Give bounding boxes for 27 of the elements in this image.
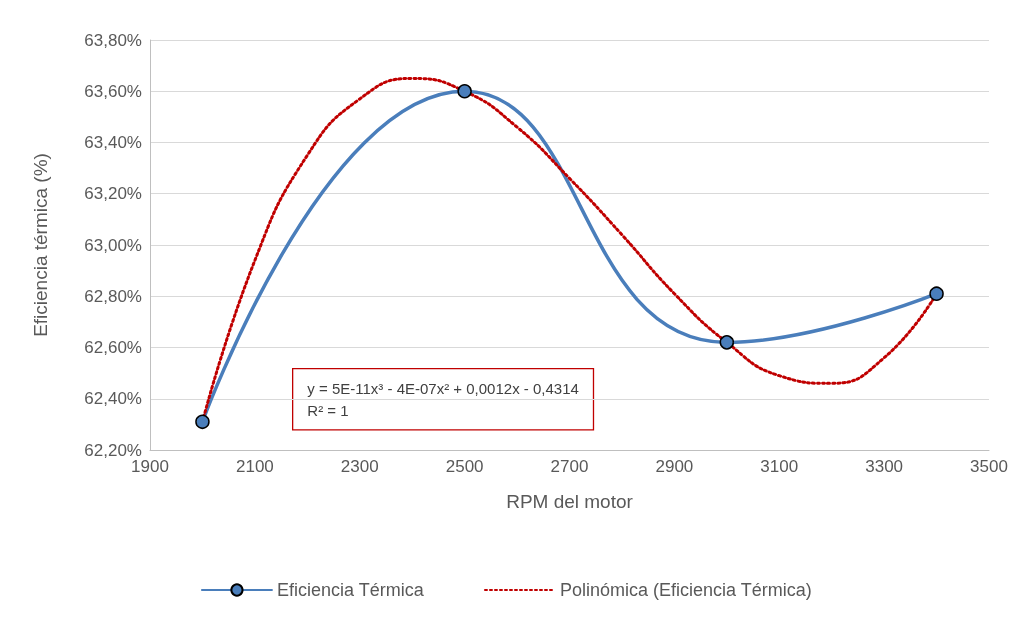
y-tick-label: 63,80% bbox=[84, 30, 142, 50]
point bbox=[457, 84, 472, 99]
point bbox=[195, 414, 210, 430]
x-tick-label: 2700 bbox=[550, 457, 589, 476]
y-axis-title: Eficiencia térmica (%) bbox=[30, 153, 51, 337]
annotation: y = 5E-11x³ - 4E-07x² + 0,0012x - 0,4314 R² = 1 bbox=[307, 379, 579, 419]
x-tick-label: 3500 bbox=[970, 457, 1008, 476]
x-axis-title: RPM del motor bbox=[506, 491, 634, 512]
x-tick-label: 2500 bbox=[445, 457, 484, 476]
y-tick-label: 62,40% bbox=[84, 389, 142, 409]
x-tick-label: 1900 bbox=[131, 457, 169, 476]
legend-label: Polinómica (Eficiencia Térmica) bbox=[559, 580, 812, 600]
y-tick-label: 63,40% bbox=[84, 133, 142, 152]
y-tick-label: 63,60% bbox=[84, 81, 142, 101]
x-tick-label: 3300 bbox=[865, 457, 904, 476]
y-tick-label: 63,00% bbox=[84, 235, 142, 255]
x-tick-label: 2300 bbox=[340, 457, 379, 476]
legend-label: Eficiencia Térmica bbox=[276, 580, 425, 600]
point bbox=[929, 286, 944, 301]
y-tick-label: 62,80% bbox=[84, 286, 142, 306]
y-tick-label: 63,20% bbox=[84, 184, 142, 204]
x-tick-label: 2100 bbox=[235, 457, 274, 476]
point bbox=[719, 335, 735, 350]
x-tick-label: 3100 bbox=[760, 457, 799, 476]
y-tick-label: 62,20% bbox=[84, 440, 142, 460]
x-tick-label: 2900 bbox=[655, 457, 694, 476]
y-tick-label: 62,60% bbox=[84, 338, 142, 357]
